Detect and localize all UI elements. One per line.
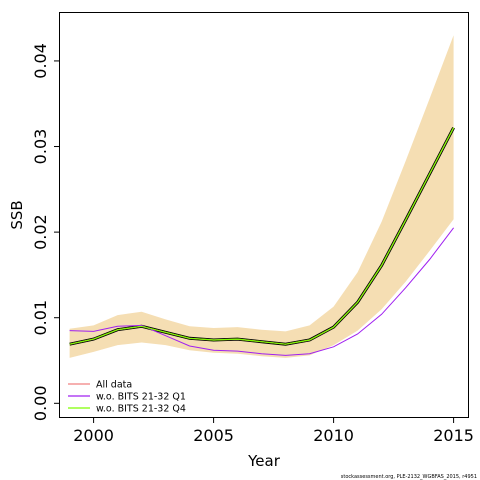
x-axis: 2000 2005 2010 2015 — [73, 417, 474, 445]
y-tick-label: 0.01 — [31, 300, 50, 336]
x-axis-title: Year — [247, 452, 281, 470]
confidence-band-layer — [69, 35, 454, 358]
legend-label: w.o. BITS 21-32 Q4 — [96, 404, 186, 415]
y-tick-label: 0.02 — [31, 214, 50, 250]
credit-annotation: stockassessment.org, PLE-2132_WGBFAS_201… — [341, 474, 477, 480]
x-tick-label: 2015 — [433, 426, 474, 445]
x-tick-label: 2010 — [313, 426, 354, 445]
x-tick-label: 2000 — [73, 426, 114, 445]
plot-frame — [59, 12, 469, 418]
series-line-3 — [69, 127, 455, 345]
confidence-band — [69, 35, 454, 358]
y-tick-label: 0.03 — [31, 129, 50, 165]
series-line-base-outline — [69, 127, 455, 346]
series-lines-layer — [69, 127, 455, 356]
y-tick-label: 0.00 — [31, 385, 50, 421]
legend-label: All data — [96, 380, 132, 391]
x-tick-label: 2005 — [193, 426, 234, 445]
y-axis-title: SSB — [8, 200, 26, 229]
series-line-2 — [69, 227, 454, 356]
y-axis: 0.00 0.01 0.02 0.03 0.04 — [31, 43, 60, 421]
y-tick-label: 0.04 — [31, 43, 50, 79]
legend-label: w.o. BITS 21-32 Q1 — [96, 392, 186, 403]
